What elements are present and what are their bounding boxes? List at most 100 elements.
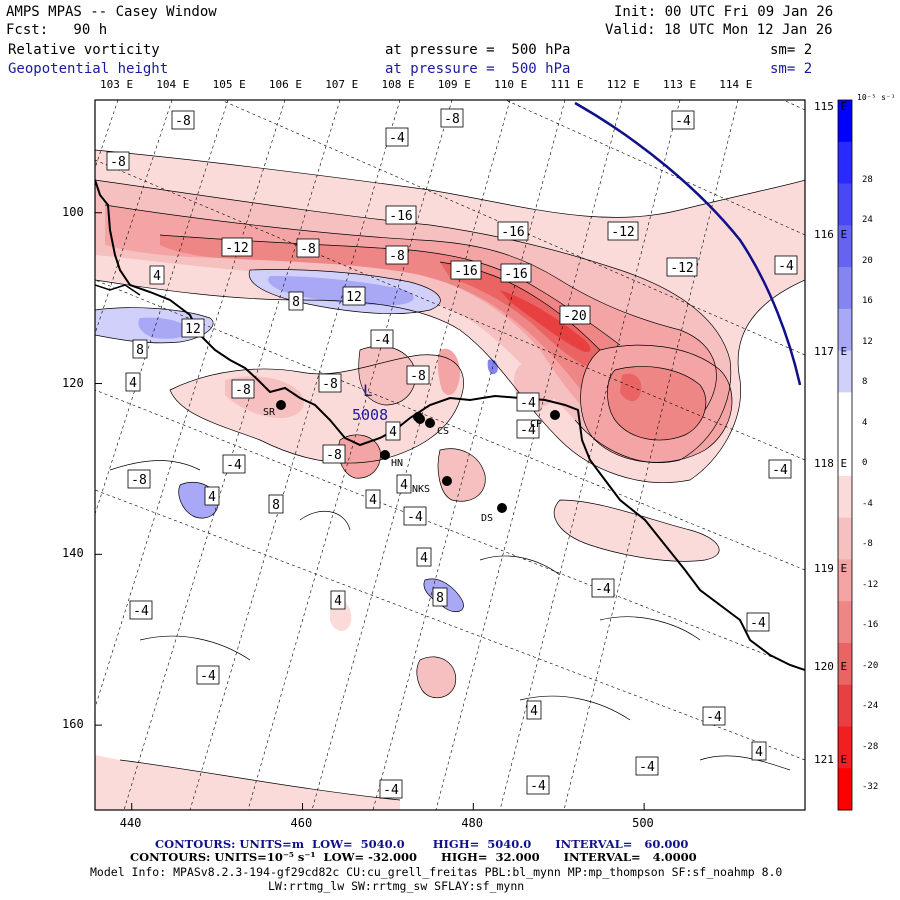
contour-label-text: 4 <box>153 269 161 284</box>
contour-label: -4 <box>222 454 246 474</box>
contour-label-text: 8 <box>292 295 300 310</box>
init-time: Init: 00 UTC Fri 09 Jan 26 <box>614 4 834 20</box>
contour-label: 4 <box>149 265 165 285</box>
contour-label: -20 <box>559 305 591 325</box>
y-tick-label: 160 <box>62 717 84 732</box>
contour-label: 12 <box>181 318 205 338</box>
contour-label-text: 4 <box>369 493 377 508</box>
latitude-label: 119 E <box>814 562 848 575</box>
contour-label: -4 <box>379 779 403 799</box>
parallel-line <box>95 159 805 461</box>
colorbar-units: 10⁻⁵ s⁻¹ <box>857 93 896 102</box>
plot-area: -8 -4 -8 -4 -8 -16 -12 -8 -16 -12 -8 -16 -16 -12 -4 4 8 1… <box>95 100 805 810</box>
station-label: HN <box>391 458 403 469</box>
meridian-line <box>435 100 623 810</box>
contour-label: 4 <box>396 474 412 494</box>
field2-smoothing: sm= 2 <box>770 61 813 77</box>
colorbar-level: 12 <box>862 336 873 347</box>
x-tick-label: 480 <box>461 816 483 830</box>
forecast-hour: Fcst: 90 h <box>6 22 108 38</box>
contour-label: -4 <box>385 127 409 147</box>
contour-labels: -8 -4 -8 -4 -8 -16 -12 -8 -16 -12 -8 -16 -16 -12 -4 4 8 1… <box>106 108 798 799</box>
latlon-grid <box>95 100 805 810</box>
colorbar-swatch <box>838 141 852 185</box>
contour-label: -8 <box>440 108 464 128</box>
field1-name: Relative vorticity <box>8 42 160 58</box>
contour-label-text: -4 <box>226 458 242 473</box>
colorbar-level: -8 <box>862 539 873 550</box>
contour-label: -4 <box>768 459 792 479</box>
longitude-label: 113 E <box>663 78 697 91</box>
contour-label-text: -8 <box>235 383 251 398</box>
station-label: CS <box>437 426 449 437</box>
contour-label-text: 12 <box>185 322 201 337</box>
contour-label: -8 <box>322 444 346 464</box>
colorbar-swatch <box>838 392 852 435</box>
contour-label: -8 <box>231 379 255 399</box>
parallel-line <box>95 279 805 571</box>
contour-label: -8 <box>171 110 195 130</box>
contour-label: -12 <box>221 237 253 257</box>
longitude-label: 106 E <box>268 78 303 91</box>
latitude-label: 116 E <box>814 228 848 241</box>
contour-label-text: -4 <box>530 779 546 794</box>
colorbar-swatch <box>838 642 852 686</box>
colorbar-swatch <box>838 225 852 268</box>
longitude-label: 103 E <box>100 78 134 91</box>
colorbar-level: 0 <box>862 458 868 469</box>
colorbar-swatch <box>838 768 852 811</box>
x-tick-label: 460 <box>290 816 313 830</box>
station-sr: SR <box>263 400 286 418</box>
station-marker <box>380 450 390 460</box>
contour-label-text: 8 <box>436 591 444 606</box>
station-nks: NKS <box>412 476 452 495</box>
colorbar-swatch <box>838 726 852 769</box>
stations: SR CS HN DS CP NKS <box>263 400 560 524</box>
valid-time: Valid: 18 UTC Mon 12 Jan 26 <box>605 22 833 38</box>
colorbar-swatch <box>838 434 852 477</box>
contour-label: 8 <box>268 494 284 514</box>
field1-level: at pressure = 500 hPa <box>385 42 571 58</box>
meridian-line <box>372 100 566 810</box>
contour-label-text: -4 <box>750 616 766 631</box>
contour-label-text: -12 <box>670 261 693 276</box>
contour-label-text: -16 <box>501 225 524 240</box>
longitude-label: 111 E <box>550 78 584 91</box>
contour-label-text: -4 <box>383 783 399 798</box>
contour-label: -4 <box>403 506 427 526</box>
contour-label: -4 <box>635 756 659 776</box>
contour-label: -8 <box>296 238 320 258</box>
contour-label-text: -4 <box>675 114 691 129</box>
contour-label: 4 <box>365 489 381 509</box>
contour-label: 8 <box>132 339 148 359</box>
colorbar-swatch <box>838 684 852 727</box>
y-tick-label: 120 <box>62 375 84 390</box>
longitude-label: 109 E <box>437 78 471 91</box>
contour-label-text: 4 <box>530 704 538 719</box>
contour-label: -4 <box>702 706 726 726</box>
latitude-label: 120 E <box>814 660 848 673</box>
contour-label: -12 <box>666 257 698 277</box>
meridian-line <box>311 100 511 810</box>
longitude-label: 114 E <box>719 78 753 91</box>
colorbar-level: -32 <box>862 782 879 793</box>
latitude-label: 121 E <box>814 753 848 766</box>
contour-label-text: -4 <box>374 333 390 348</box>
chart-title: AMPS MPAS -- Casey Window <box>6 4 217 20</box>
contour-label-text: -4 <box>639 760 655 775</box>
colorbar-frame <box>837 99 853 811</box>
contour-label-text: -16 <box>504 267 527 282</box>
contour-label: -4 <box>196 665 220 685</box>
colorbar-level: 20 <box>862 255 873 266</box>
contour-label: 4 <box>526 700 542 720</box>
contour-label-text: 4 <box>208 490 216 505</box>
station-marker <box>442 476 452 486</box>
colorbar-level: -16 <box>862 620 879 631</box>
colorbar-level: -12 <box>862 579 879 590</box>
contour-label-text: 4 <box>334 594 342 609</box>
contour-label: -4 <box>591 578 615 598</box>
contour-label-text: 4 <box>129 376 137 391</box>
colorbar-swatch <box>838 183 852 226</box>
contour-label-text: -8 <box>300 242 316 257</box>
contour-label: -4 <box>516 419 540 439</box>
